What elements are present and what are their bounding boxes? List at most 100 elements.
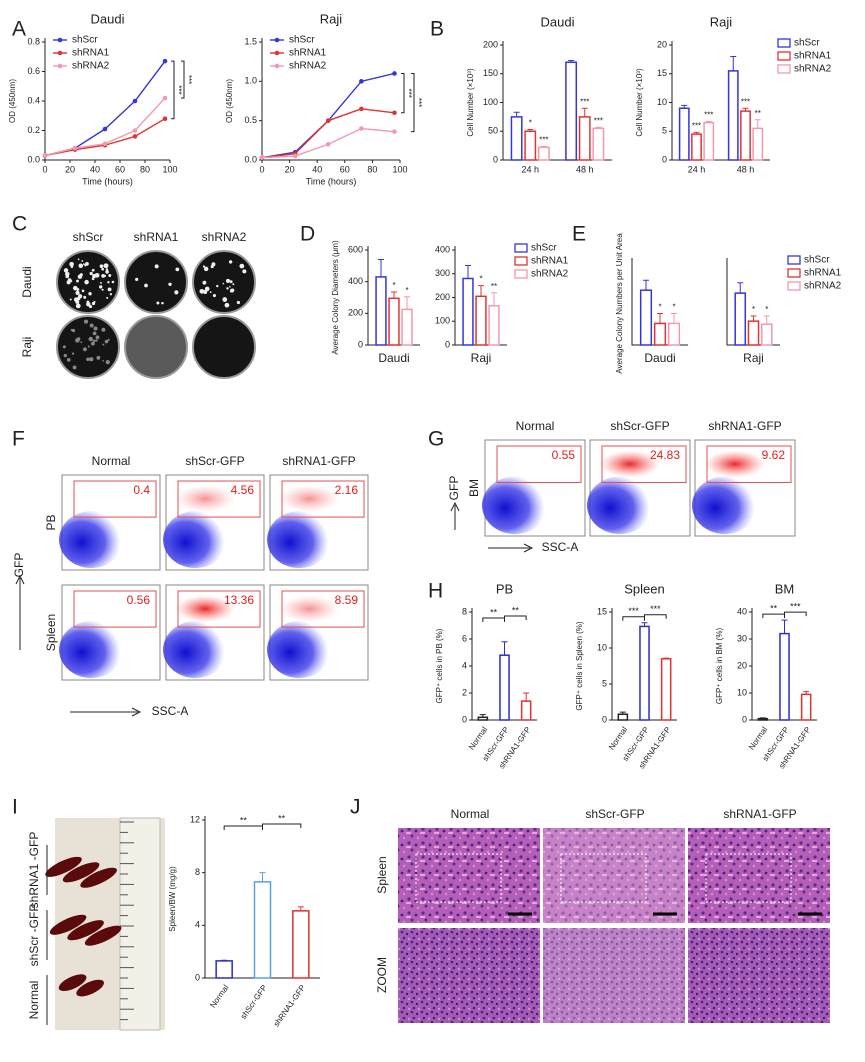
bar: [401, 308, 413, 346]
legend-marker: [777, 38, 791, 48]
bar: [752, 127, 764, 161]
significance-label: *: [672, 303, 675, 312]
colony: [84, 279, 89, 285]
colony: [230, 288, 235, 293]
error-bar: [643, 279, 649, 291]
colony: [107, 287, 112, 292]
colony: [94, 272, 100, 278]
gate-percentage: 24.83: [650, 448, 680, 462]
colony: [93, 339, 96, 343]
row-label: PB: [44, 514, 58, 530]
y-axis-label: Spleen/BW (mg/g): [168, 866, 177, 932]
colony: [75, 290, 80, 295]
micrograph: [398, 828, 540, 923]
cell-population: [587, 476, 653, 535]
line-point: [102, 126, 108, 132]
colony: [203, 266, 209, 272]
colony: [239, 263, 245, 269]
bar: [660, 658, 672, 721]
colony: [72, 285, 78, 291]
bar: [565, 61, 578, 161]
colony: [66, 280, 71, 285]
colony: [228, 260, 233, 264]
x-tick-label: 40: [312, 164, 322, 174]
chart-title: Daudi: [91, 11, 125, 26]
significance-label: ***: [741, 97, 750, 106]
line-point: [132, 98, 138, 104]
cell-population: [59, 621, 124, 679]
colony: [77, 274, 83, 279]
significance-label: *: [529, 119, 532, 128]
bar: [388, 297, 400, 346]
colony: [135, 277, 139, 281]
significance-label: ***: [184, 75, 193, 84]
legend-marker: [57, 50, 63, 56]
colony: [229, 280, 233, 284]
colony: [83, 295, 87, 299]
error-bar: [297, 906, 304, 911]
spleen: [58, 974, 87, 991]
gate-percentage: 0.55: [552, 448, 576, 462]
line-point: [359, 106, 364, 112]
line-point: [42, 153, 48, 158]
y-tick-label: 0: [195, 972, 200, 982]
bar: [653, 322, 667, 346]
error-bar: [671, 312, 677, 324]
plate: [192, 315, 256, 379]
significance-label: ***: [650, 604, 661, 614]
gate-percentage: 0.56: [127, 593, 151, 607]
significance-label: *: [752, 305, 755, 314]
bar: [475, 295, 487, 346]
colony: [202, 265, 206, 268]
x-tick-label: 60: [340, 164, 350, 174]
significance-label: *: [405, 286, 408, 295]
column-label: shRNA1-GFP: [708, 419, 781, 433]
line-point: [132, 128, 138, 133]
colony: [63, 268, 69, 273]
colony: [86, 301, 91, 307]
colony: [106, 296, 109, 299]
colony: [101, 288, 104, 291]
line-point: [162, 95, 168, 101]
x-tick-label: 24 h: [521, 164, 539, 174]
chart-title: Raji: [320, 11, 343, 26]
colony: [212, 293, 217, 298]
line-point: [325, 141, 331, 147]
cell-population: [482, 476, 548, 535]
bar: [639, 625, 650, 721]
y-axis-label: Average Colony Numbers per Unit Area: [615, 233, 624, 374]
y-axis-label: Average Colony Diameters (μm): [331, 240, 340, 355]
significance-label: **: [240, 815, 248, 825]
cell-population: [267, 621, 332, 679]
line-point: [259, 155, 265, 160]
line-point: [292, 153, 298, 159]
x-axis-label: Time (hours): [82, 176, 133, 186]
gate-percentage: 0.4: [133, 483, 150, 497]
error-bar: [391, 291, 397, 299]
legend-label: shScr: [72, 35, 98, 46]
chart-title: Daudi: [541, 14, 575, 29]
bar: [734, 292, 747, 346]
bar: [678, 107, 690, 161]
y-axis-label: GFP⁺ cells in BM (%): [715, 628, 724, 705]
colony: [62, 345, 66, 349]
y-tick-label: 50: [488, 126, 498, 136]
legend-marker: [777, 64, 791, 74]
colony: [78, 263, 84, 269]
bar: [779, 632, 790, 721]
error-bar: [705, 120, 712, 123]
colony: [93, 326, 98, 331]
row-label: ZOOM: [375, 957, 389, 993]
y-tick-label: 0.0: [27, 154, 40, 164]
y-tick-label: 0.6: [27, 66, 40, 76]
panel-letter: H: [428, 580, 443, 603]
significance-label: **: [490, 607, 498, 617]
y-tick-label: 0.2: [27, 125, 40, 135]
colony: [81, 260, 84, 262]
legend-marker: [274, 37, 280, 43]
x-tick-label: 100: [392, 164, 407, 174]
chart-title: Spleen: [624, 581, 664, 596]
significance-bracket: [784, 611, 807, 617]
colony: [89, 271, 93, 276]
error-bar: [781, 619, 788, 634]
